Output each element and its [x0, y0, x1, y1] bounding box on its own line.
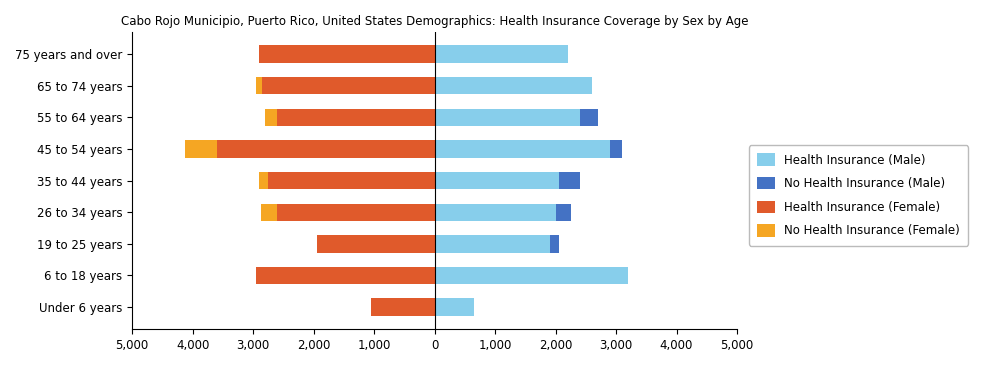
- Legend: Health Insurance (Male), No Health Insurance (Male), Health Insurance (Female), : Health Insurance (Male), No Health Insur…: [749, 145, 968, 246]
- Bar: [434, 204, 556, 221]
- Bar: [434, 235, 550, 252]
- Bar: [261, 204, 278, 221]
- Bar: [256, 77, 262, 94]
- Title: Cabo Rojo Municipio, Puerto Rico, United States Demographics: Health Insurance C: Cabo Rojo Municipio, Puerto Rico, United…: [121, 15, 749, 28]
- Bar: [262, 77, 434, 94]
- Bar: [259, 46, 434, 63]
- Bar: [265, 109, 278, 126]
- Bar: [259, 172, 268, 189]
- Bar: [550, 235, 558, 252]
- Bar: [434, 267, 628, 284]
- Bar: [371, 298, 434, 316]
- Bar: [278, 204, 434, 221]
- Bar: [434, 77, 592, 94]
- Bar: [580, 109, 598, 126]
- Bar: [268, 172, 434, 189]
- Bar: [558, 172, 580, 189]
- Bar: [256, 267, 434, 284]
- Bar: [185, 140, 217, 158]
- Bar: [610, 140, 623, 158]
- Bar: [434, 140, 610, 158]
- Bar: [556, 204, 570, 221]
- Bar: [434, 46, 567, 63]
- Bar: [434, 298, 474, 316]
- Bar: [217, 140, 434, 158]
- Bar: [278, 109, 434, 126]
- Bar: [434, 109, 580, 126]
- Bar: [434, 172, 558, 189]
- Bar: [316, 235, 434, 252]
